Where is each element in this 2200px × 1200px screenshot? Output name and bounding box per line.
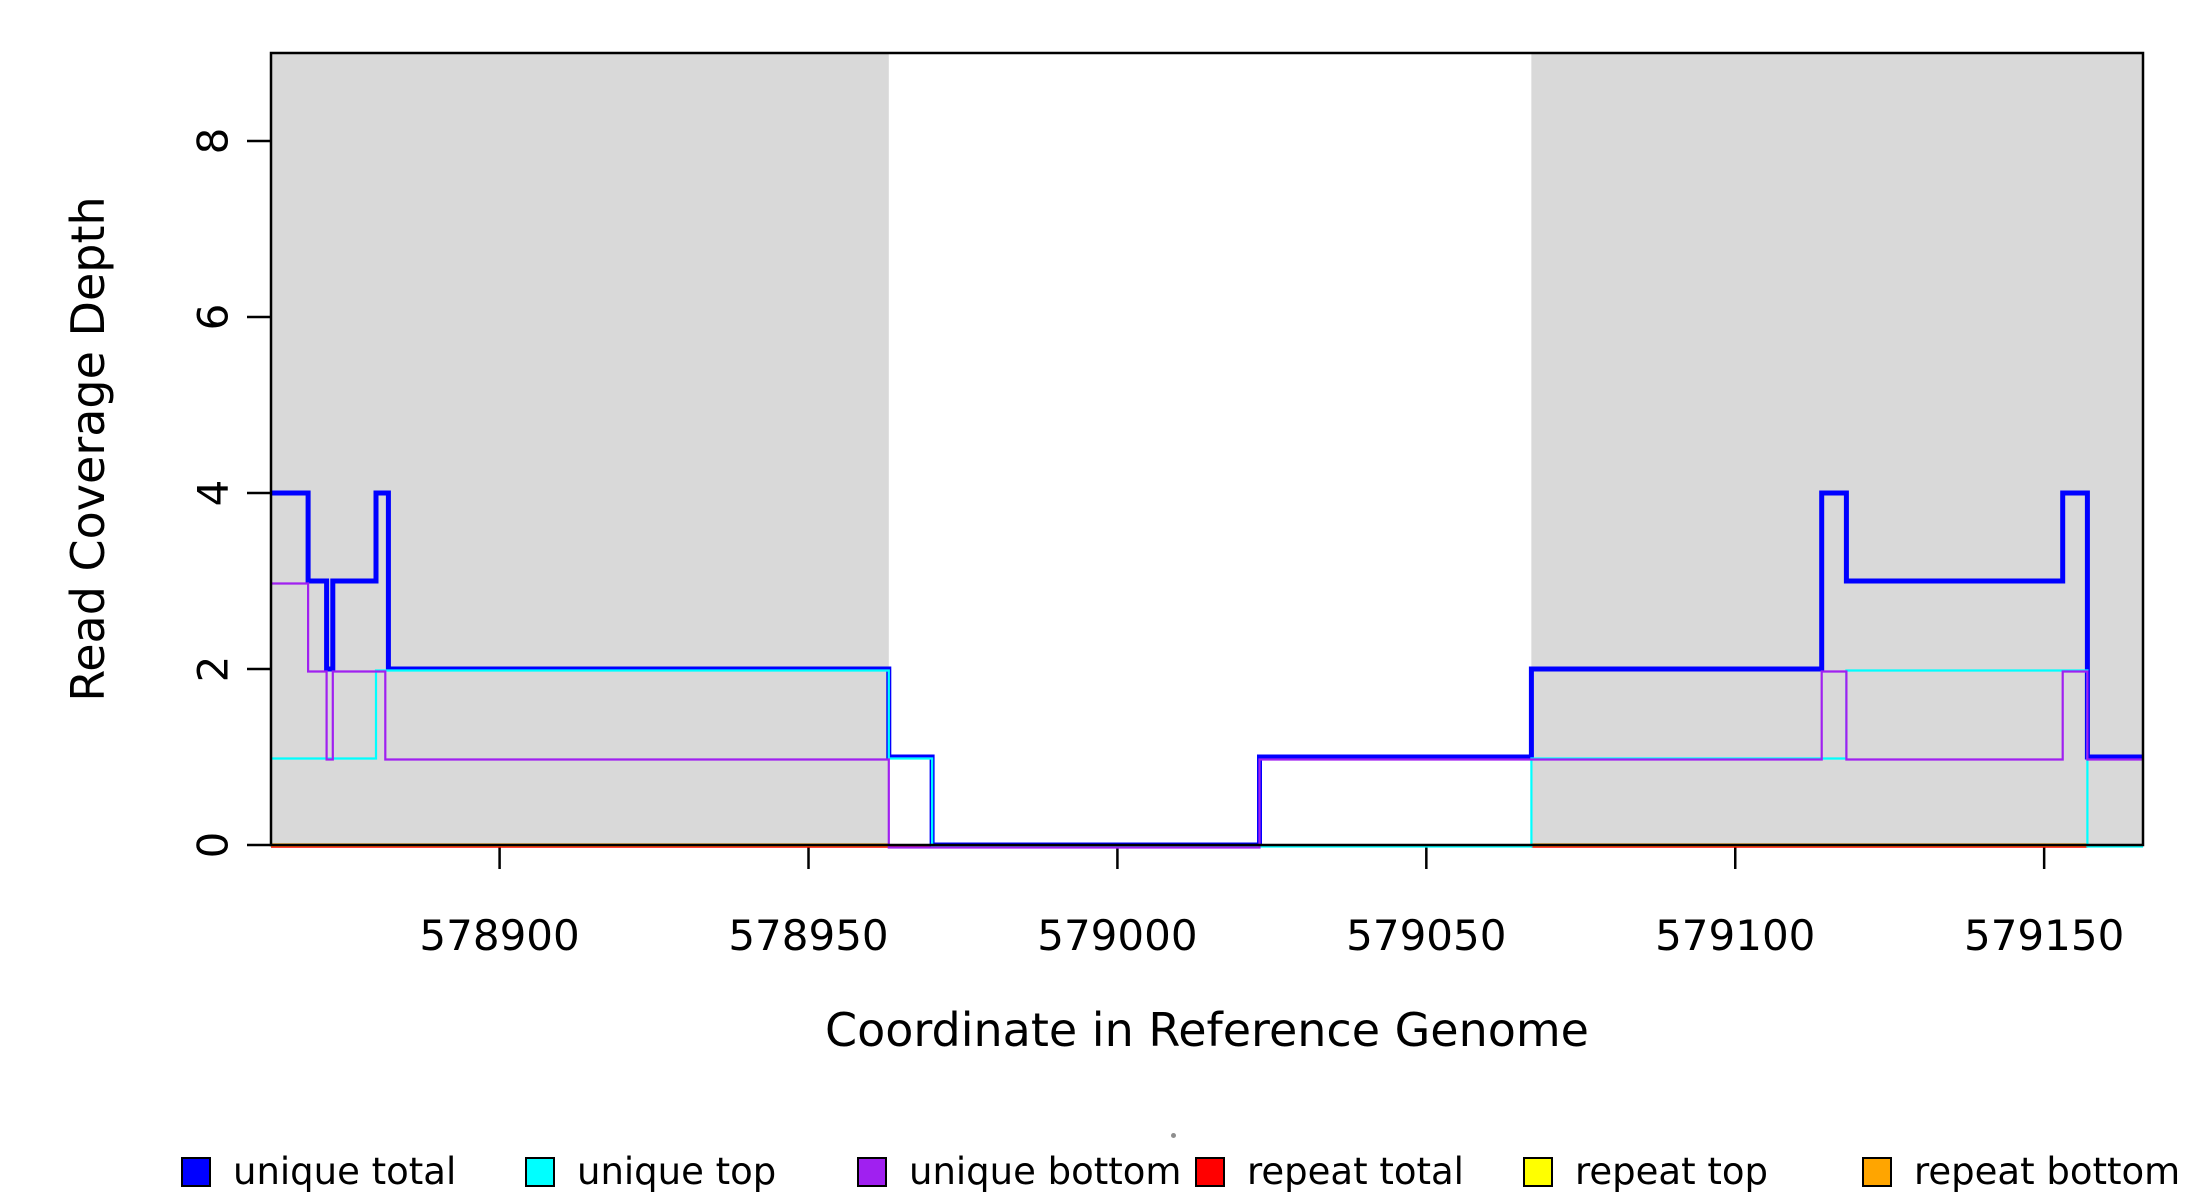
- y-tick-label: 4: [189, 480, 238, 507]
- x-axis-title: Coordinate in Reference Genome: [825, 1003, 1589, 1057]
- x-tick-label: 579000: [1037, 911, 1197, 960]
- x-tick-label: 579050: [1346, 911, 1506, 960]
- y-tick-label: 0: [189, 832, 238, 859]
- repeat-region-band: [271, 53, 889, 845]
- y-axis-title: Read Coverage Depth: [61, 196, 115, 702]
- y-tick-label: 8: [189, 128, 238, 155]
- y-tick-label: 6: [189, 304, 238, 331]
- series-line-unique-bottom: [271, 582, 2143, 849]
- plot-border: [269, 51, 2145, 847]
- x-tick-label: 578900: [419, 911, 579, 960]
- x-tick-label: 578950: [728, 911, 888, 960]
- y-tick-label: 2: [189, 656, 238, 683]
- x-tick-label: 579150: [1964, 911, 2124, 960]
- x-tick-label: 579100: [1655, 911, 1815, 960]
- stray-dot-artifact: [1171, 1133, 1176, 1138]
- repeat-region-band: [1531, 53, 2143, 845]
